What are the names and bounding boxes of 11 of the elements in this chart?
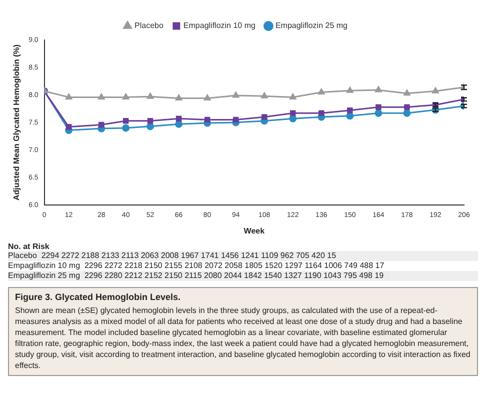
x-axis-title: Week	[244, 226, 266, 236]
text: Empagliflozin 10 mg 2296 2272 2218 2150 2155 2108 2072 2058 1805 1520 1297 1164 1006 749 488 17	[8, 261, 478, 271]
text: Placebo 2294 2272 2188 2133 2113 2063 2008 1967 1741 1456 1241 1109 962 705 420 15	[8, 251, 478, 261]
y-axis-title: Adjusted Mean Glycated Hemoglobin (%)	[12, 44, 22, 201]
text: No. at Risk	[8, 242, 50, 251]
text: Figure 3. Glycated Hemoglobin Levels.	[15, 292, 182, 303]
text: Empagliflozin 25 mg 2296 2280 2212 2152 2150 2115 2080 2044 1842 1540 1327 1190 1043 795 498 19	[8, 271, 478, 281]
legend-label: Empagliflozin 25 mg	[275, 21, 348, 30]
legend-label: Placebo	[134, 21, 164, 30]
text: Shown are mean (±SE) glycated hemoglobin levels in the three study groups, as calculated with the use of a repeat-ed-measures analysis as a mixed model of all data for patients who received at least one dose of a study drug and had a baseline measurement. The model included baseline glycated hemoglobin as a linear covariate, with baseline estimated glomerular filtration rate, geographic region, body-mass index, the last week a patient could have had a glycated hemoglobin measurement, study group, visit, visit according to treatment interaction, and baseline glycated hemoglobin according to visit interaction as fixed effects.	[15, 305, 471, 371]
legend-label: Empagliflozin 10 mg	[183, 21, 256, 30]
